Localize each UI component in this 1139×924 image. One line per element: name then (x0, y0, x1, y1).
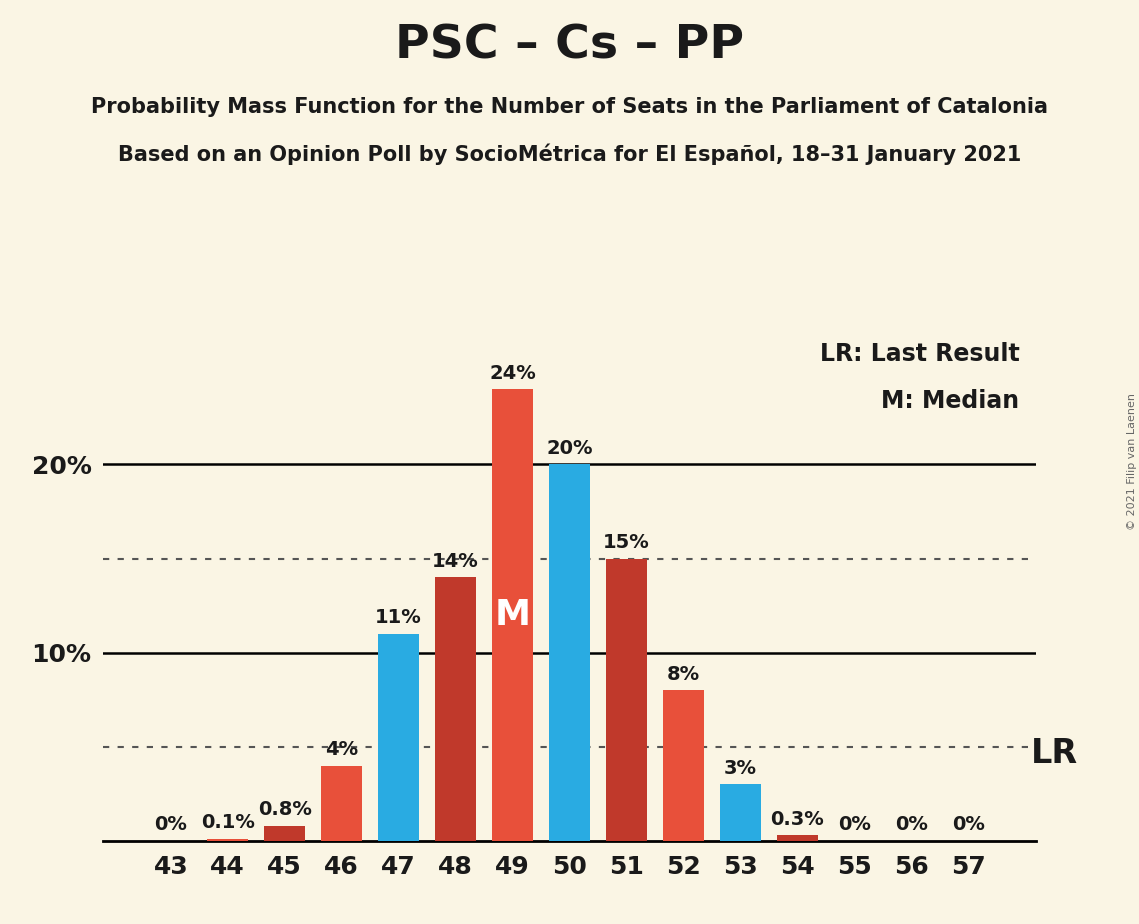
Text: LR: LR (1031, 736, 1077, 770)
Text: Based on an Opinion Poll by SocioMétrica for El Español, 18–31 January 2021: Based on an Opinion Poll by SocioMétrica… (117, 143, 1022, 164)
Text: 0%: 0% (838, 815, 870, 834)
Bar (321, 766, 362, 841)
Text: 14%: 14% (432, 552, 480, 571)
Text: 0.8%: 0.8% (257, 800, 312, 820)
Text: 0.3%: 0.3% (770, 809, 825, 829)
Text: © 2021 Filip van Laenen: © 2021 Filip van Laenen (1126, 394, 1137, 530)
Text: 0.1%: 0.1% (200, 813, 255, 833)
Text: M: Median: M: Median (882, 389, 1019, 413)
Text: 15%: 15% (603, 533, 650, 552)
Text: 20%: 20% (547, 439, 592, 457)
Text: 8%: 8% (666, 664, 700, 684)
Text: 11%: 11% (375, 608, 423, 627)
Bar (207, 839, 248, 841)
Text: PSC – Cs – PP: PSC – Cs – PP (395, 23, 744, 68)
Bar (777, 835, 818, 841)
Text: Probability Mass Function for the Number of Seats in the Parliament of Catalonia: Probability Mass Function for the Number… (91, 97, 1048, 117)
Text: 24%: 24% (489, 363, 536, 383)
Text: 4%: 4% (325, 740, 359, 759)
Bar (492, 389, 533, 841)
Bar (264, 826, 305, 841)
Text: 3%: 3% (724, 759, 756, 778)
Text: 0%: 0% (895, 815, 927, 834)
Bar (663, 690, 704, 841)
Text: 0%: 0% (155, 815, 187, 834)
Bar (378, 634, 419, 841)
Bar (435, 578, 476, 841)
Text: 0%: 0% (952, 815, 984, 834)
Text: M: M (494, 598, 531, 632)
Bar (549, 465, 590, 841)
Bar (606, 558, 647, 841)
Text: LR: Last Result: LR: Last Result (820, 342, 1019, 366)
Bar (720, 784, 761, 841)
